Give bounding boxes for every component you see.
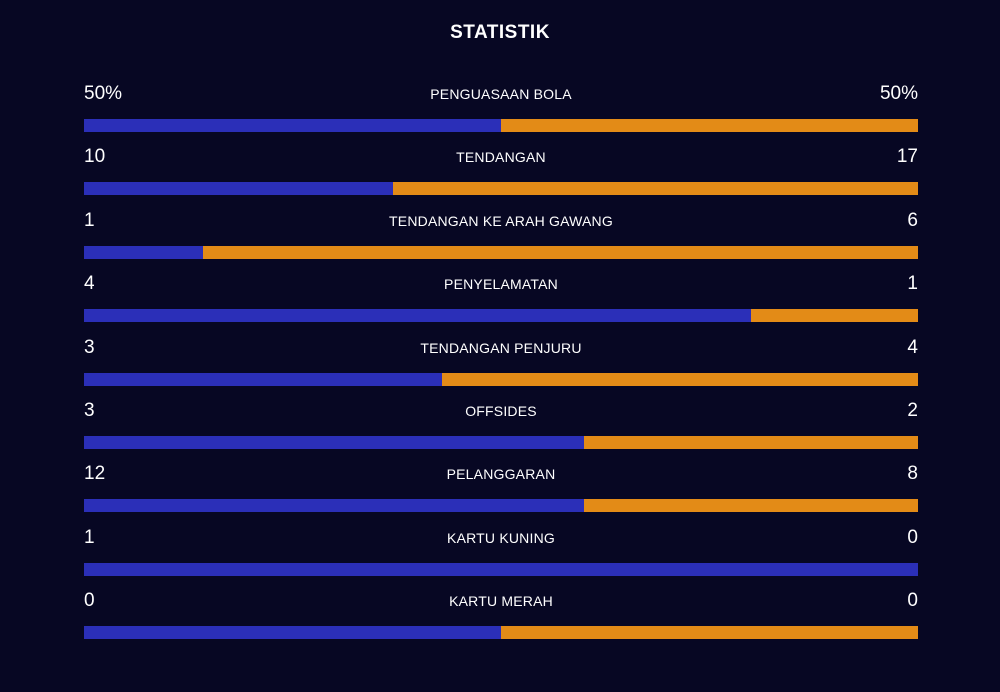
stat-header: 12 PELANGGARAN 8 [84,460,918,488]
stat-row: 3 OFFSIDES 2 [84,397,918,460]
stat-bar [84,562,918,576]
stats-list: 50% PENGUASAAN BOLA 50% 10 TENDANGAN 17 1 TENDA… [84,80,918,651]
stat-label: TENDANGAN KE ARAH GAWANG [389,212,613,229]
away-value: 50% [879,83,918,104]
stat-bar [84,499,918,513]
home-value: 12 [84,463,106,485]
away-value: 0 [907,590,918,612]
home-bar-fill [84,626,501,640]
home-value: 50% [84,83,123,104]
stat-row: 1 TENDANGAN KE ARAH GAWANG 6 [84,207,918,270]
stat-bar [84,119,918,132]
stat-row: 3 TENDANGAN PENJURU 4 [84,334,918,397]
home-value: 3 [84,399,95,421]
away-bar-fill [584,435,918,449]
stat-header: 1 KARTU KUNING 0 [84,524,918,552]
stat-row: 12 PELANGGARAN 8 [84,460,918,523]
stat-header: 3 OFFSIDES 2 [84,397,918,425]
home-bar-fill [84,562,918,576]
stat-row: 0 KARTU MERAH 0 [84,587,918,650]
stat-bar [84,309,918,323]
home-value: 10 [84,146,106,168]
stat-header: 3 TENDANGAN PENJURU 4 [84,334,918,362]
home-bar-fill [84,435,585,449]
stat-header: 4 PENYELAMATAN 1 [84,270,918,298]
home-bar-fill [84,182,393,196]
stat-header: 10 TENDANGAN 17 [84,143,918,171]
home-value: 1 [84,209,95,231]
away-bar-fill [751,309,918,323]
away-value: 2 [907,399,918,421]
home-value: 0 [84,590,95,612]
stat-label: TENDANGAN [456,149,546,166]
stat-label: TENDANGAN PENJURU [420,339,582,356]
stat-bar [84,245,918,259]
stat-label: PENGUASAAN BOLA [430,86,572,102]
page-title: STATISTIK [450,22,550,43]
stat-bar [84,435,918,449]
stat-header: 1 TENDANGAN KE ARAH GAWANG 6 [84,207,918,235]
stat-label: PELANGGARAN [446,466,556,483]
away-bar-fill [584,499,918,513]
stat-bar [84,372,918,386]
home-value: 4 [84,273,95,295]
stat-label: KARTU KUNING [447,529,555,546]
home-value: 1 [84,526,95,548]
stat-row: 50% PENGUASAAN BOLA 50% [84,80,918,143]
away-value: 17 [896,146,918,168]
home-bar-fill [84,499,585,513]
away-bar-fill [501,626,918,640]
away-bar-fill [203,245,918,259]
stat-row: 10 TENDANGAN 17 [84,143,918,206]
home-value: 3 [84,336,95,358]
home-bar-fill [84,372,442,386]
stat-row: 1 KARTU KUNING 0 [84,524,918,587]
stat-header: 50% PENGUASAAN BOLA 50% [84,80,918,108]
stat-header: 0 KARTU MERAH 0 [84,587,918,615]
away-bar-fill [441,372,918,386]
stat-label: PENYELAMATAN [444,276,558,293]
stat-bar [84,182,918,196]
stat-label: KARTU MERAH [449,593,553,610]
away-value: 6 [907,209,918,231]
away-value: 4 [907,336,918,358]
stat-bar [84,626,918,640]
away-bar-fill [501,119,918,132]
away-value: 0 [907,526,918,548]
home-bar-fill [84,309,752,323]
home-bar-fill [84,245,204,259]
away-bar-fill [392,182,918,196]
stat-row: 4 PENYELAMATAN 1 [84,270,918,333]
home-bar-fill [84,119,501,132]
away-value: 1 [907,273,918,295]
stat-label: OFFSIDES [465,402,537,419]
away-value: 8 [907,463,918,485]
